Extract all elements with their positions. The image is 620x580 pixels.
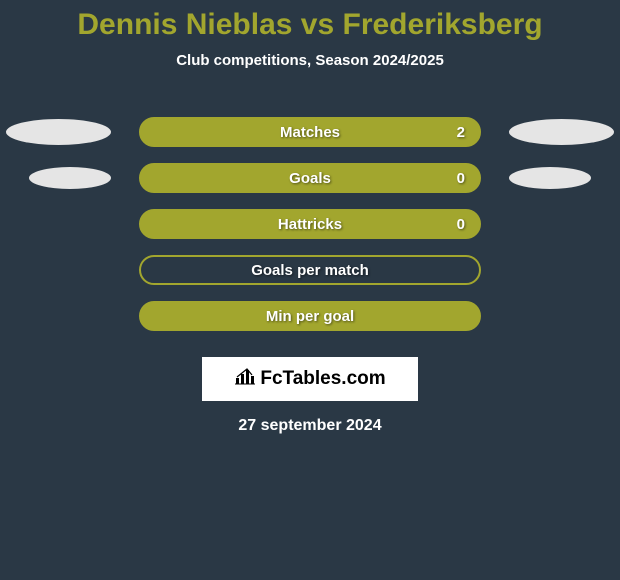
stat-row: Goals per match: [0, 247, 620, 293]
stat-value: 2: [457, 124, 465, 141]
stat-bar-fill: Hattricks 0: [139, 209, 481, 239]
page-title: Dennis Nieblas vs Frederiksberg: [0, 0, 620, 42]
stat-bar: Matches 2: [139, 117, 481, 147]
bar-chart-icon: [234, 367, 256, 391]
brand-box: FcTables.com: [202, 357, 418, 401]
team-logo-right: [509, 167, 591, 189]
stat-label: Min per goal: [141, 308, 479, 325]
team-logo-left: [29, 167, 111, 189]
stat-value: 0: [457, 216, 465, 233]
stat-value: 0: [457, 170, 465, 187]
stats-rows: Matches 2 Goals 0 Hattricks: [0, 109, 620, 339]
stat-bar: Hattricks 0: [139, 209, 481, 239]
team-logo-right: [509, 119, 614, 145]
stat-label: Hattricks: [141, 216, 479, 233]
stat-label: Goals: [141, 170, 479, 187]
brand-text: FcTables.com: [260, 368, 385, 390]
team-logo-left: [6, 119, 111, 145]
brand-label: FcTables.com: [234, 367, 385, 391]
date-label: 27 september 2024: [0, 417, 620, 435]
stat-bar-fill: Goals per match: [139, 255, 481, 285]
stat-bar: Goals per match: [139, 255, 481, 285]
stat-bar-fill: Matches 2: [139, 117, 481, 147]
stat-bar: Goals 0: [139, 163, 481, 193]
stat-row: Min per goal: [0, 293, 620, 339]
stat-bar-fill: Goals 0: [139, 163, 481, 193]
subtitle: Club competitions, Season 2024/2025: [0, 52, 620, 69]
stat-bar-fill: Min per goal: [139, 301, 481, 331]
stat-bar: Min per goal: [139, 301, 481, 331]
stat-row: Matches 2: [0, 109, 620, 155]
stat-label: Goals per match: [141, 262, 479, 279]
stat-label: Matches: [141, 124, 479, 141]
stat-row: Hattricks 0: [0, 201, 620, 247]
stat-row: Goals 0: [0, 155, 620, 201]
infographic-container: Dennis Nieblas vs Frederiksberg Club com…: [0, 0, 620, 580]
